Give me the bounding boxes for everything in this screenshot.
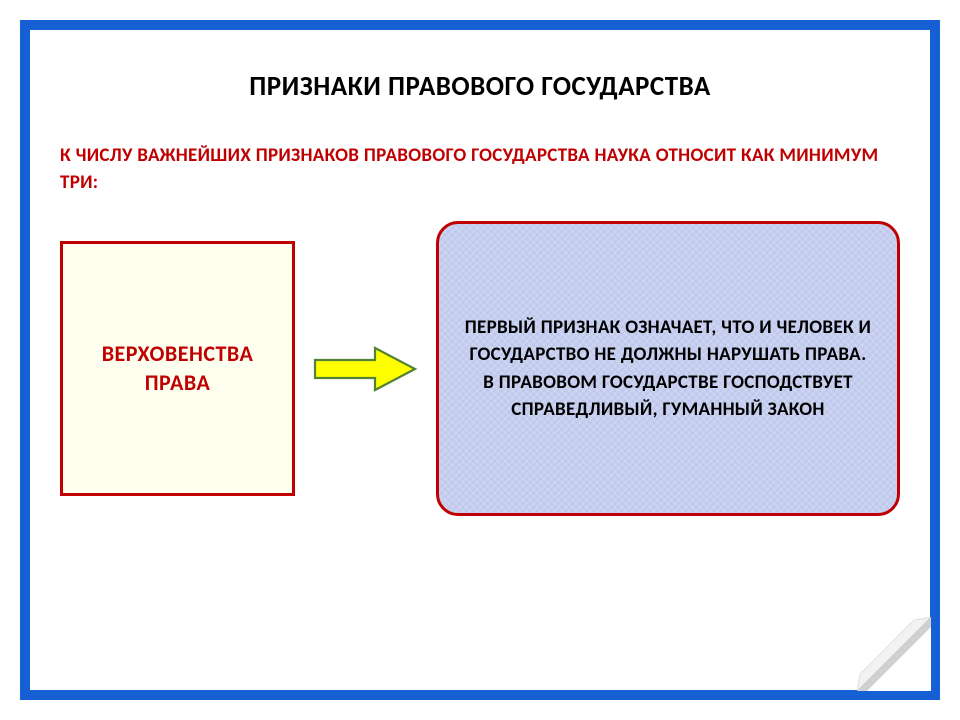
diagram-row: ВЕРХОВЕНСТВА ПРАВА ПЕРВЫЙ ПРИЗНАК ОЗНАЧА… [60,221,900,516]
slide-frame: ПРИЗНАКИ ПРАВОВОГО ГОСУДАРСТВА К ЧИСЛУ В… [20,20,940,700]
right-box: ПЕРВЫЙ ПРИЗНАК ОЗНАЧАЕТ, ЧТО И ЧЕЛОВЕК И… [436,221,900,516]
right-box-text: ПЕРВЫЙ ПРИЗНАК ОЗНАЧАЕТ, ЧТО И ЧЕЛОВЕК И… [461,314,875,424]
intro-text: К ЧИСЛУ ВАЖНЕЙШИХ ПРИЗНАКОВ ПРАВОВОГО ГО… [60,143,900,196]
page-curl-icon [857,617,931,691]
left-box: ВЕРХОВЕНСТВА ПРАВА [60,241,295,496]
slide-content: ПРИЗНАКИ ПРАВОВОГО ГОСУДАРСТВА К ЧИСЛУ В… [30,30,930,690]
left-box-text: ВЕРХОВЕНСТВА ПРАВА [73,340,282,397]
arrow-icon [313,346,418,392]
slide-title: ПРИЗНАКИ ПРАВОВОГО ГОСУДАРСТВА [60,70,900,103]
